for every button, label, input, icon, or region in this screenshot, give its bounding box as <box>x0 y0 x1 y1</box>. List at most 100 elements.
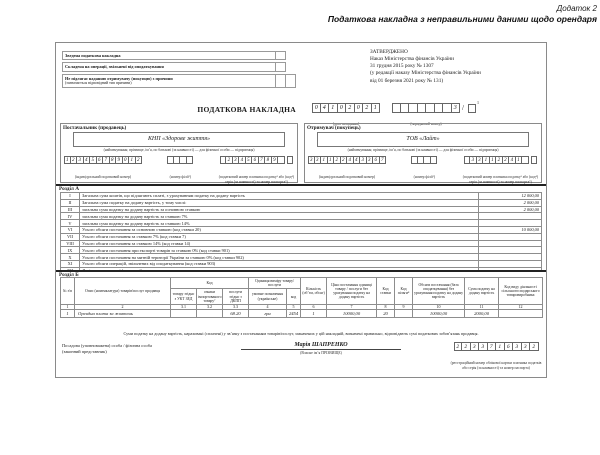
approved-line: 31 грудня 2015 року № 1307 <box>370 63 434 70</box>
digit-box: 4 <box>347 156 354 164</box>
row-num: III <box>60 205 80 214</box>
signature-name: Марія ШАПРЕНКО <box>241 342 401 350</box>
digit-box <box>417 156 425 164</box>
row-value <box>478 239 542 248</box>
digit-box: 1 <box>496 342 505 351</box>
approved-block: ЗАТВЕРДЖЕНО Наказ Міністерства фінансів … <box>370 49 540 85</box>
digit-box: 2 <box>496 156 503 164</box>
digit-box: 1 <box>371 103 380 113</box>
seller-block: Постачальник (продавець) КНП «Здорове жи… <box>60 123 298 184</box>
row-value: 2 000,00 <box>478 205 542 214</box>
number-slash: / <box>462 104 464 112</box>
digit-box: 2 <box>346 103 355 113</box>
cell-desc: Орендна плата за жовтень <box>74 309 171 319</box>
row-label: Усього обсяги операцій, звільнених від о… <box>79 259 479 268</box>
digit-box: 3 <box>366 156 373 164</box>
digit-box: 3 <box>476 156 484 164</box>
digit-box <box>392 103 401 113</box>
col-header-activity: Код виду діяльності сільськогосподарсько… <box>498 277 544 305</box>
table-row: VI Усього обсяги постачання за основною с… <box>60 225 542 234</box>
digit-box <box>278 156 285 164</box>
row-value <box>478 212 542 221</box>
digit-box: 6 <box>373 156 380 164</box>
flag-checkbox <box>286 73 296 88</box>
digit-box: 2 <box>340 156 347 164</box>
cell-unit-code: 2454 <box>286 309 302 319</box>
digit-box: 3 <box>470 156 477 164</box>
digit-box: 2 <box>530 342 539 351</box>
cell-qty: 1 <box>300 309 328 319</box>
flag-row-consolidated: Зведена податкова накладна <box>62 51 298 61</box>
digit-box <box>173 156 181 164</box>
seller-ipn-caption: (індивідуальний податковий номер) <box>74 175 132 179</box>
digit-box: 2 <box>334 156 341 164</box>
row-num: I <box>60 192 80 200</box>
appendix-label: Додаток 2 <box>556 4 597 13</box>
approved-line: (у редакції наказу Міністерства фінансів… <box>370 70 481 77</box>
col-header-import: ознаки імпортованого товару⁷ <box>196 288 223 305</box>
digit-box: 2 <box>462 342 471 351</box>
seller-name-caption: (найменування; прізвище, ім’я, по батько… <box>103 148 255 152</box>
document-title: Податкова накладна з неправильними даним… <box>327 14 597 24</box>
cell-activity <box>498 309 544 319</box>
digit-box: 3 <box>470 342 479 351</box>
row-value <box>478 259 542 268</box>
digit-box: 3 <box>314 156 321 164</box>
invoice-number-group: 3 (порядковий номер) <box>392 103 460 126</box>
table-row: XI Усього обсяги операцій, звільнених від… <box>60 259 542 268</box>
seller-branch-group: (номер філії²) <box>167 156 194 179</box>
buyer-branch-group: (номер філії²) <box>411 156 438 179</box>
row-value <box>478 246 542 255</box>
digit-box: 6 <box>252 156 259 164</box>
row-num: VII <box>60 232 80 241</box>
row-value: 12 000,00 <box>478 192 542 200</box>
approved-line: Наказ Міністерства фінансів України <box>370 56 454 63</box>
digit-box: 0 <box>312 103 321 113</box>
seller-branch-caption: (номер філії²) <box>169 175 192 179</box>
digit-box: 9 <box>271 156 279 164</box>
digit-box <box>180 156 187 164</box>
digit-box: 4 <box>509 156 516 164</box>
digit-box: 3 <box>308 156 315 164</box>
digit-box <box>417 103 426 113</box>
col-header-dkpp: послуги згідно з ДКПП <box>221 288 250 305</box>
cell-import <box>196 309 223 319</box>
col-header-benefit: Код пільги⁸ <box>394 277 414 305</box>
row-value <box>478 253 542 261</box>
digit-box: 4 <box>83 156 90 164</box>
col-header-code-group: Код <box>169 276 250 290</box>
digit-box: 1 <box>329 103 338 113</box>
row-label: загальна сума податку на додану вартість… <box>79 212 479 221</box>
digit-box <box>522 156 529 164</box>
row-num: V <box>60 219 80 227</box>
cell-vat: 2000,00 <box>464 309 500 319</box>
table-row: X Усього обсяги постачання на митній тери… <box>60 253 542 261</box>
flag-label: Не підлягає наданню отримувачу (покупцю)… <box>62 73 276 88</box>
buyer-code-box <box>530 156 538 164</box>
flag-checkbox <box>276 73 286 88</box>
buyer-taxnum-caption: (податковий номер платника податку³ або … <box>462 175 538 179</box>
digit-box: 3 <box>521 342 530 351</box>
col-header-unit-name: умовне позначення (українське) <box>248 288 288 305</box>
digit-box <box>430 156 438 164</box>
table-row: II Загальна сума податку на додану вартіс… <box>60 198 542 207</box>
flag-checkbox <box>276 62 286 72</box>
cell-benefit <box>394 309 414 319</box>
row-value: 2 000,00 <box>478 198 542 207</box>
digit-box: 2 <box>70 156 77 164</box>
digit-box: 1 <box>515 156 523 164</box>
digit-box <box>167 156 174 164</box>
cell-price: 10000,00 <box>326 309 378 319</box>
digit-box: 1 <box>483 156 490 164</box>
digit-box: 7 <box>487 342 496 351</box>
invoice-title: ПОДАТКОВА НАКЛАДНА <box>197 105 296 114</box>
col-header-desc: Опис (номенклатура) товарів/послуг прода… <box>74 277 171 305</box>
row-label: Усього обсяги постачання за основною ста… <box>79 225 479 234</box>
row-num: VIII <box>60 239 80 248</box>
digit-box: 3 <box>451 103 460 113</box>
seller-code-box <box>286 156 294 164</box>
